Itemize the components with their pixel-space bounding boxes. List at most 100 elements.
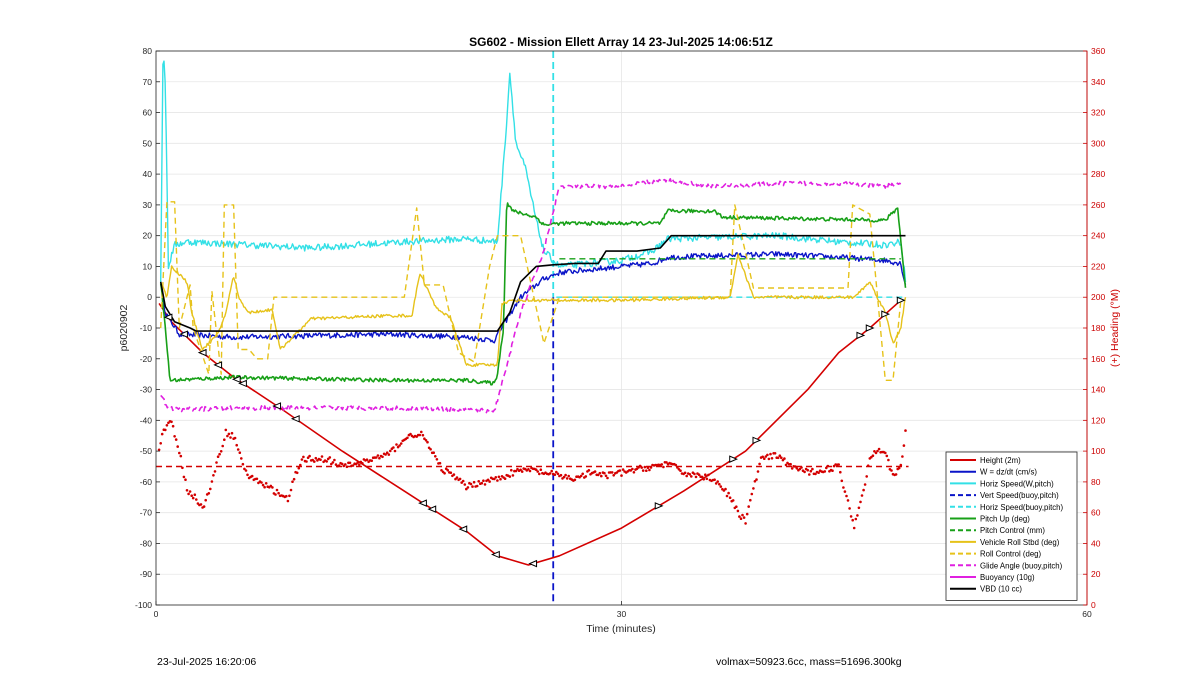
heading-point (157, 448, 161, 452)
heading-point (297, 466, 301, 470)
heading-point (618, 469, 622, 472)
heading-point (289, 488, 293, 492)
heading-point (190, 494, 193, 498)
legend-label: Buoyancy (10g) (980, 573, 1035, 582)
heading-point (784, 463, 788, 467)
heading-point (755, 478, 758, 481)
legend-label: Vehicle Roll Stbd (deg) (980, 538, 1060, 547)
heading-point (458, 477, 462, 481)
heading-point (434, 455, 437, 458)
y-axis-label-right: (+) Heading (°M) (1109, 289, 1121, 367)
heading-point (236, 448, 240, 451)
heading-point (825, 466, 828, 470)
heading-point (800, 466, 803, 469)
heading-point (646, 466, 650, 470)
heading-point (790, 467, 794, 470)
heading-point (475, 484, 479, 488)
heading-point (221, 444, 224, 448)
heading-point (483, 483, 487, 486)
y-tick-label-right: 200 (1091, 292, 1105, 302)
heading-point (274, 493, 277, 496)
heading-point (482, 479, 485, 483)
heading-point (794, 465, 797, 468)
heading-point (424, 439, 428, 442)
y-tick-label-left: 70 (143, 77, 153, 87)
heading-point (817, 471, 820, 475)
heading-point (446, 468, 450, 472)
heading-point (385, 451, 389, 455)
y-tick-label-right: 340 (1091, 77, 1105, 87)
heading-point (610, 471, 614, 474)
heading-point (901, 455, 904, 458)
heading-point (851, 518, 854, 522)
heading-point (700, 475, 704, 479)
y-tick-label-right: 240 (1091, 231, 1105, 241)
heading-point (314, 456, 318, 460)
heading-point (204, 498, 207, 502)
heading-point (285, 494, 288, 498)
heading-point (199, 503, 203, 506)
heading-point (776, 456, 780, 460)
heading-point (738, 515, 741, 518)
heading-point (767, 457, 771, 461)
direction-marker (427, 505, 437, 513)
heading-point (305, 460, 308, 463)
y-tick-label-right: 60 (1091, 508, 1101, 518)
heading-point (229, 436, 232, 439)
heading-point (604, 474, 608, 478)
heading-point (632, 471, 636, 474)
heading-point (233, 436, 237, 440)
heading-point (874, 451, 878, 455)
heading-point (365, 458, 369, 462)
heading-point (179, 454, 183, 458)
heading-point (897, 466, 901, 470)
heading-point (564, 473, 567, 477)
heading-point (856, 514, 859, 517)
y-tick-label-right: 20 (1091, 569, 1101, 579)
heading-point (241, 462, 245, 466)
heading-point (449, 471, 453, 475)
y-tick-label-right: 180 (1091, 323, 1105, 333)
heading-point (573, 478, 577, 482)
heading-point (863, 483, 867, 486)
direction-marker (528, 559, 538, 568)
heading-point (423, 437, 426, 441)
y-tick-label-left: -100 (135, 600, 152, 610)
heading-point (846, 499, 850, 502)
heading-point (713, 478, 716, 482)
y-tick-label-left: -30 (140, 385, 153, 395)
heading-point (688, 473, 692, 476)
heading-point (246, 473, 249, 477)
y-tick-label-left: 60 (143, 108, 153, 118)
legend-label: Height (2m) (980, 456, 1021, 465)
heading-point (277, 491, 280, 495)
heading-point (761, 455, 764, 459)
x-tick-label: 0 (154, 609, 159, 619)
heading-point (319, 458, 322, 462)
direction-marker (856, 331, 866, 340)
heading-point (763, 457, 766, 461)
heading-point (325, 460, 329, 463)
heading-point (645, 469, 648, 473)
x-axis-label: Time (minutes) (586, 623, 656, 635)
y-tick-label-right: 160 (1091, 354, 1105, 364)
heading-point (202, 505, 206, 508)
heading-point (885, 454, 889, 458)
heading-point (432, 451, 436, 455)
heading-point (361, 462, 364, 465)
heading-point (747, 505, 750, 508)
heading-point (866, 464, 870, 468)
heading-point (831, 469, 834, 473)
legend-box (945, 451, 1078, 601)
heading-point (665, 461, 668, 464)
heading-point (215, 461, 218, 464)
heading-point (596, 473, 600, 477)
heading-point (705, 477, 709, 481)
heading-point (587, 469, 591, 472)
heading-point (480, 481, 484, 485)
heading-point (209, 487, 212, 491)
heading-point (244, 469, 248, 472)
heading-point (845, 494, 848, 498)
heading-point (662, 465, 665, 469)
heading-point (331, 461, 335, 464)
